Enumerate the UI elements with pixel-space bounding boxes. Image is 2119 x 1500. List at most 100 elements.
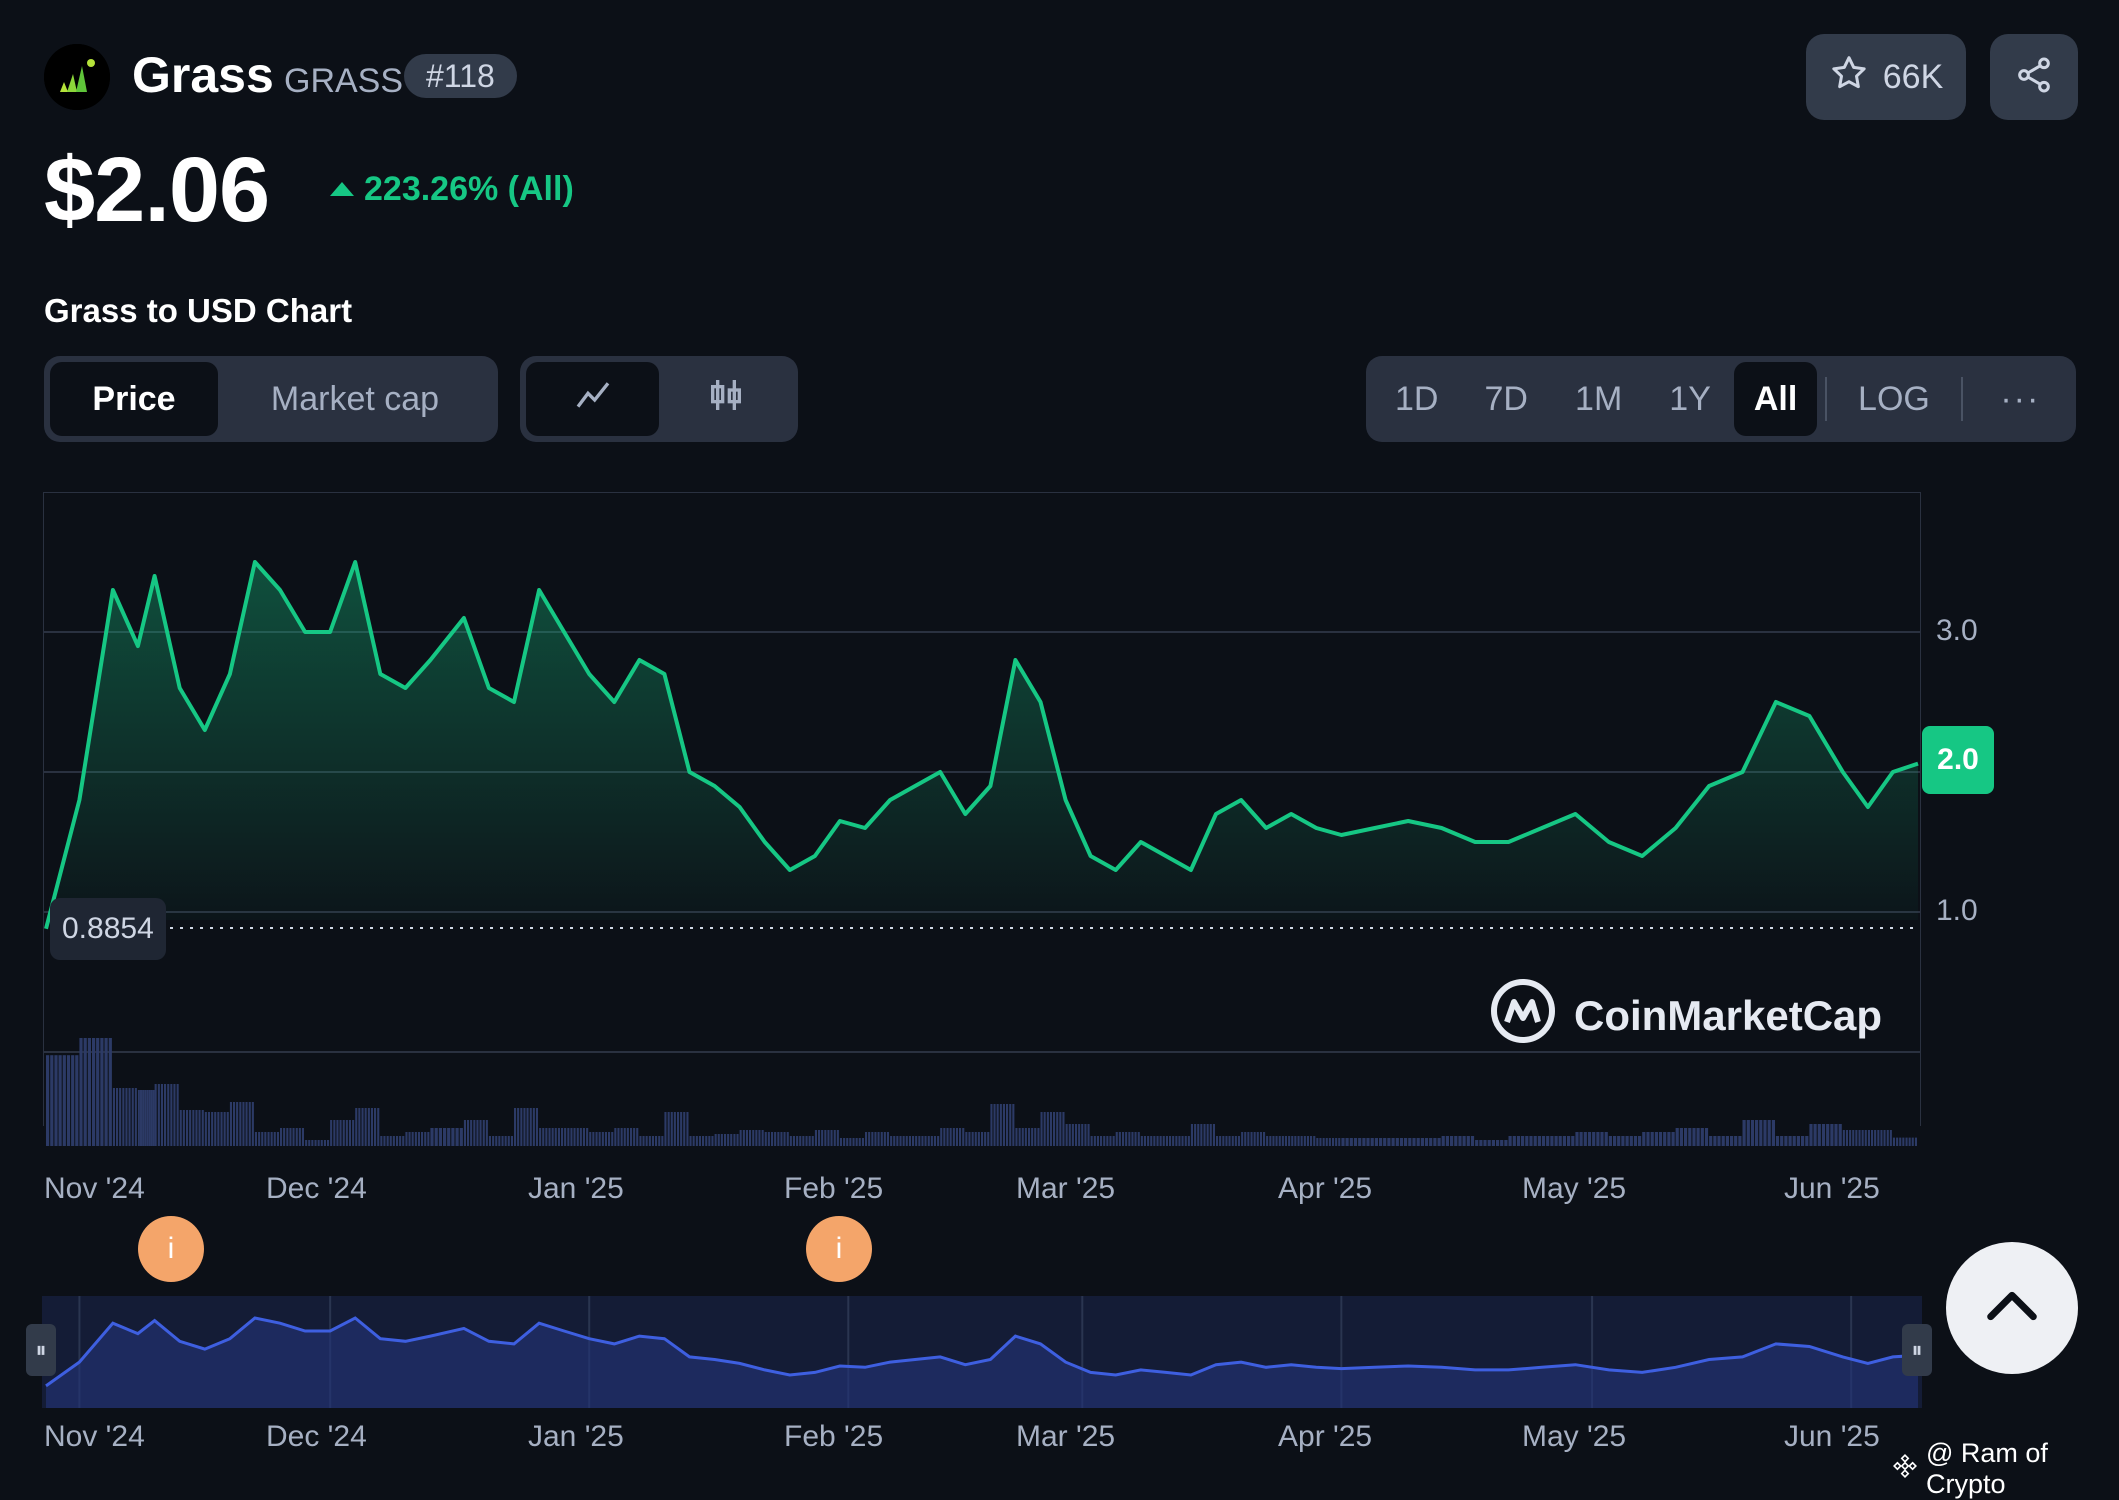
watch-count: 66K [1882, 57, 1944, 96]
info-icon[interactable]: i [806, 1216, 872, 1282]
navigator-left-handle[interactable]: ⏸ [26, 1324, 56, 1376]
volume-bar [377, 1108, 380, 1146]
volume-bar [1332, 1138, 1335, 1146]
volume-bar [1475, 1140, 1479, 1146]
volume-bar [1018, 1128, 1021, 1146]
watermark-text: CoinMarketCap [1574, 992, 1883, 1039]
coin-name: Grass [132, 47, 274, 103]
volume-bar [1675, 1128, 1679, 1146]
volume-bar [280, 1128, 283, 1146]
scroll-to-top-button[interactable] [1946, 1242, 2078, 1374]
volume-bar [648, 1136, 651, 1146]
volume-bar [984, 1132, 987, 1146]
volume-bar [548, 1128, 551, 1146]
volume-bar [792, 1136, 795, 1146]
volume-bar [1621, 1136, 1625, 1146]
volume-bar [501, 1136, 504, 1146]
volume-bar [150, 1090, 153, 1146]
volume-bar [476, 1120, 479, 1146]
info-icon[interactable]: i [138, 1216, 204, 1282]
time-range-selector: 1D 7D 1M 1Y All LOG ··· [1366, 356, 2076, 442]
volume-bar [987, 1132, 990, 1146]
volume-bar [1899, 1137, 1902, 1146]
range-7d[interactable]: 7D [1484, 379, 1528, 418]
volume-bar [824, 1130, 827, 1146]
volume-bar [943, 1128, 946, 1146]
candlestick-button[interactable] [659, 362, 792, 436]
chart-border-right [1920, 492, 1921, 1126]
current-price: $2.06 [44, 139, 270, 241]
volume-bar [1310, 1136, 1313, 1146]
volume-bar [173, 1084, 176, 1146]
watchlist-button[interactable]: 66K [1806, 34, 1966, 120]
navigator-right-handle[interactable]: ⏸ [1902, 1324, 1932, 1376]
volume-bar [617, 1128, 620, 1146]
volume-bar [949, 1128, 952, 1146]
volume-bar [739, 1130, 742, 1146]
volume-bar [1558, 1136, 1562, 1146]
range-all[interactable]: All [1733, 362, 1818, 436]
triangle-up-icon [330, 182, 354, 196]
volume-bar [463, 1120, 466, 1146]
volume-bar [1784, 1136, 1788, 1146]
volume-bar [1212, 1124, 1215, 1146]
volume-bar [367, 1108, 370, 1146]
volume-bar [1269, 1136, 1272, 1146]
volume-bar [705, 1136, 708, 1146]
line-chart-button[interactable] [526, 362, 659, 436]
range-navigator[interactable] [0, 1296, 1940, 1408]
volume-bar [248, 1102, 251, 1146]
volume-bar [924, 1136, 927, 1146]
volume-bar [131, 1088, 134, 1146]
range-1d[interactable]: 1D [1395, 379, 1439, 418]
volume-bar [717, 1134, 720, 1146]
volume-bar [96, 1038, 100, 1146]
volume-bar [389, 1136, 392, 1146]
volume-bar [1746, 1120, 1750, 1146]
tab-price[interactable]: Price [50, 362, 218, 436]
volume-bar [1250, 1132, 1253, 1146]
range-1m[interactable]: 1M [1575, 379, 1623, 418]
volume-bar [1437, 1138, 1441, 1146]
volume-bar [673, 1112, 676, 1146]
log-toggle[interactable]: LOG [1858, 379, 1930, 418]
volume-bar [664, 1112, 667, 1146]
volume-bar [495, 1136, 498, 1146]
tab-market-cap[interactable]: Market cap [270, 379, 440, 418]
volume-bar [1015, 1128, 1018, 1146]
volume-bar [1291, 1136, 1294, 1146]
more-icon[interactable]: ··· [2000, 379, 2041, 418]
volume-bar [258, 1132, 261, 1146]
range-1y[interactable]: 1Y [1669, 379, 1711, 418]
volume-bar [1059, 1112, 1062, 1146]
volume-bar [1131, 1132, 1134, 1146]
volume-bar [974, 1132, 977, 1146]
volume-bar [1156, 1136, 1159, 1146]
volume-bar [1874, 1130, 1877, 1146]
volume-bar [289, 1128, 292, 1146]
share-button[interactable] [1990, 34, 2078, 120]
volume-bar [1075, 1124, 1078, 1146]
volume-bar [507, 1136, 510, 1146]
volume-bar [1908, 1137, 1911, 1146]
volume-bar [871, 1132, 874, 1146]
volume-bar [1709, 1136, 1713, 1146]
volume-bar [1600, 1132, 1604, 1146]
volume-bar [1275, 1136, 1278, 1146]
volume-bar [1383, 1138, 1387, 1146]
volume-bar [1830, 1124, 1834, 1146]
price-chart[interactable] [0, 480, 2119, 1200]
volume-bar [229, 1102, 232, 1146]
volume-bar [573, 1128, 576, 1146]
volume-bar [1537, 1136, 1541, 1146]
volume-bar [1546, 1136, 1550, 1146]
volume-bar [1140, 1136, 1143, 1146]
volume-bar [251, 1102, 254, 1146]
volume-bar [670, 1112, 673, 1146]
volume-bar [1704, 1128, 1709, 1146]
volume-bar [1508, 1136, 1512, 1146]
volume-bar [1325, 1138, 1328, 1146]
volume-bar [880, 1132, 883, 1146]
volume-bar [1335, 1138, 1338, 1146]
volume-bar [893, 1136, 896, 1146]
